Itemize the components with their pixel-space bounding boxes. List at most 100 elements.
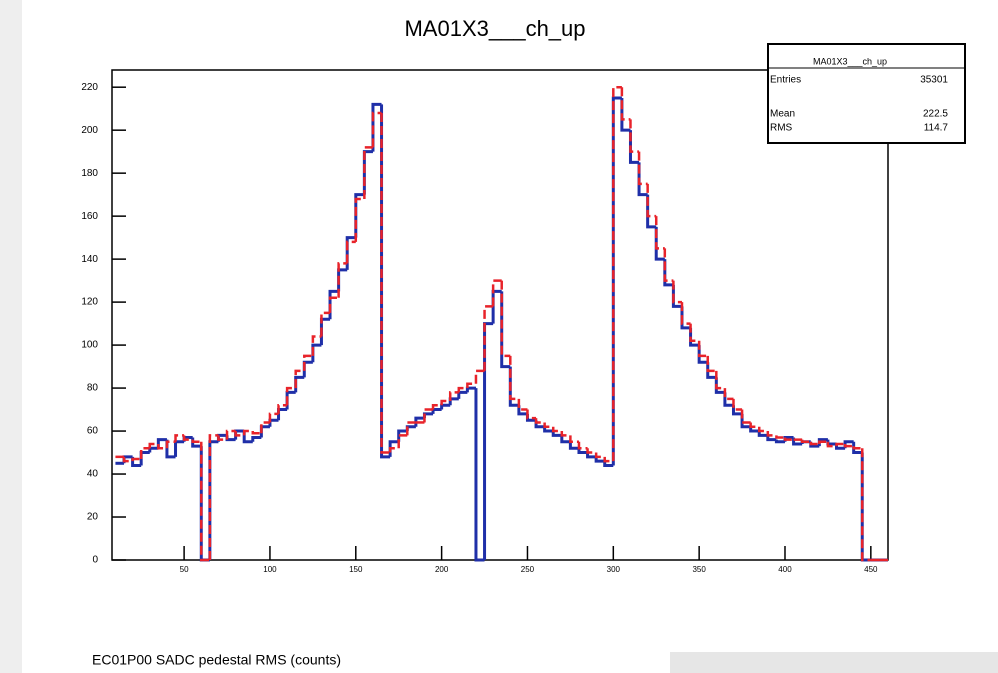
histogram-bin <box>551 426 562 433</box>
histogram-bin <box>380 112 391 454</box>
y-tick-label: 160 <box>81 211 98 222</box>
histogram-bin <box>517 405 528 416</box>
histogram-bin <box>766 435 777 442</box>
histogram-bin <box>517 398 528 411</box>
histogram-bin <box>260 421 270 434</box>
stats-title: MA01X3___ch_up <box>813 56 887 66</box>
histogram-bin <box>818 440 828 444</box>
histogram-bin <box>157 443 167 450</box>
histogram-bin <box>440 399 451 406</box>
histogram-bin <box>697 345 708 364</box>
histogram-bin <box>714 377 725 394</box>
histogram-bin <box>697 340 708 358</box>
histogram-bin <box>757 431 768 437</box>
histogram-bin <box>568 441 579 450</box>
histogram-bin <box>860 448 871 562</box>
histogram-bin <box>560 431 571 437</box>
histogram-bin <box>500 291 511 369</box>
stats-value: 35301 <box>920 75 948 86</box>
histogram-bin <box>646 183 657 218</box>
histogram-bin <box>148 442 159 449</box>
histogram-bin <box>423 408 434 423</box>
x-tick-label: 200 <box>435 565 449 574</box>
chart-title: MA01X3___ch_up <box>404 16 585 41</box>
histogram-bin <box>603 461 614 467</box>
y-tick-label: 40 <box>87 469 99 480</box>
x-tick-label: 100 <box>263 565 277 574</box>
histogram-bin <box>354 197 365 242</box>
histogram-bin <box>122 456 133 463</box>
histogram-bin <box>603 456 614 463</box>
histogram-bin <box>363 146 373 199</box>
y-tick-label: 220 <box>81 82 98 93</box>
histogram-bin <box>749 426 760 433</box>
y-tick-label: 60 <box>87 426 99 437</box>
histogram-bin <box>131 457 142 462</box>
histogram-bin <box>431 404 442 410</box>
histogram-bin <box>397 434 408 449</box>
histogram-bin <box>663 248 674 282</box>
histogram-bin <box>311 343 322 363</box>
x-tick-label: 350 <box>692 565 706 574</box>
histogram-bin <box>775 435 785 439</box>
histogram-bin <box>534 418 545 424</box>
histogram-bin <box>526 409 537 420</box>
plot-frame <box>111 69 889 561</box>
x-axis-label: EC01P00 SADC pedestal RMS (counts) <box>92 652 341 668</box>
histogram-bin <box>414 416 425 427</box>
y-tick-label: 0 <box>92 555 98 566</box>
histogram-bin <box>294 369 305 389</box>
histogram-bin <box>637 151 648 186</box>
histogram-bin <box>620 87 631 121</box>
x-tick-label: 400 <box>778 565 792 574</box>
stats-value: 114.7 <box>924 123 949 134</box>
histogram-bin <box>715 370 725 390</box>
x-tick-label: 300 <box>607 565 621 574</box>
histogram-bin <box>774 439 785 444</box>
x-tick-label: 250 <box>521 565 535 574</box>
stats-label: Entries <box>770 75 801 86</box>
histogram-bin <box>491 279 502 307</box>
histogram-bin <box>809 441 820 446</box>
y-tick-label: 200 <box>81 125 98 136</box>
histogram-bin <box>826 441 837 448</box>
histogram-bin <box>560 435 571 444</box>
histogram-bin <box>654 216 665 250</box>
histogram-bin <box>500 280 511 358</box>
histogram-bin <box>586 452 597 459</box>
x-tick-label: 450 <box>864 565 878 574</box>
histogram-bin <box>397 429 408 442</box>
histogram-bin <box>740 409 751 424</box>
histogram-bin <box>706 362 717 379</box>
histogram-bin <box>749 422 760 429</box>
histogram-bin <box>783 437 794 441</box>
histogram-bin <box>508 366 519 407</box>
histogram-bin <box>706 355 717 373</box>
histogram-bin <box>483 305 494 371</box>
histogram-bin <box>277 404 288 414</box>
x-tick-label: 50 <box>180 565 189 574</box>
histogram-bin <box>320 311 331 337</box>
histogram-bin <box>174 434 185 442</box>
histogram-bin <box>594 456 605 463</box>
histogram-bin <box>569 435 579 444</box>
stats-value: 222.5 <box>923 109 948 120</box>
histogram-bin <box>303 354 313 371</box>
histogram-bin <box>689 323 700 343</box>
histogram-bin <box>139 446 150 459</box>
histogram-bin <box>191 439 202 444</box>
histogram-bin <box>509 355 519 401</box>
histogram-bin <box>612 85 622 462</box>
histogram-bin <box>732 398 743 411</box>
histogram-bin <box>543 422 554 429</box>
histogram-bin <box>843 443 854 448</box>
histogram-bin <box>629 119 640 153</box>
histogram-bin <box>242 429 253 436</box>
histogram-bin <box>680 302 691 325</box>
histogram-bin <box>577 448 588 455</box>
y-tick-label: 140 <box>81 254 98 265</box>
histogram-bin <box>792 437 803 446</box>
histogram-bin <box>371 111 382 148</box>
histogram-bin <box>268 412 279 423</box>
histogram-bin <box>474 388 485 562</box>
